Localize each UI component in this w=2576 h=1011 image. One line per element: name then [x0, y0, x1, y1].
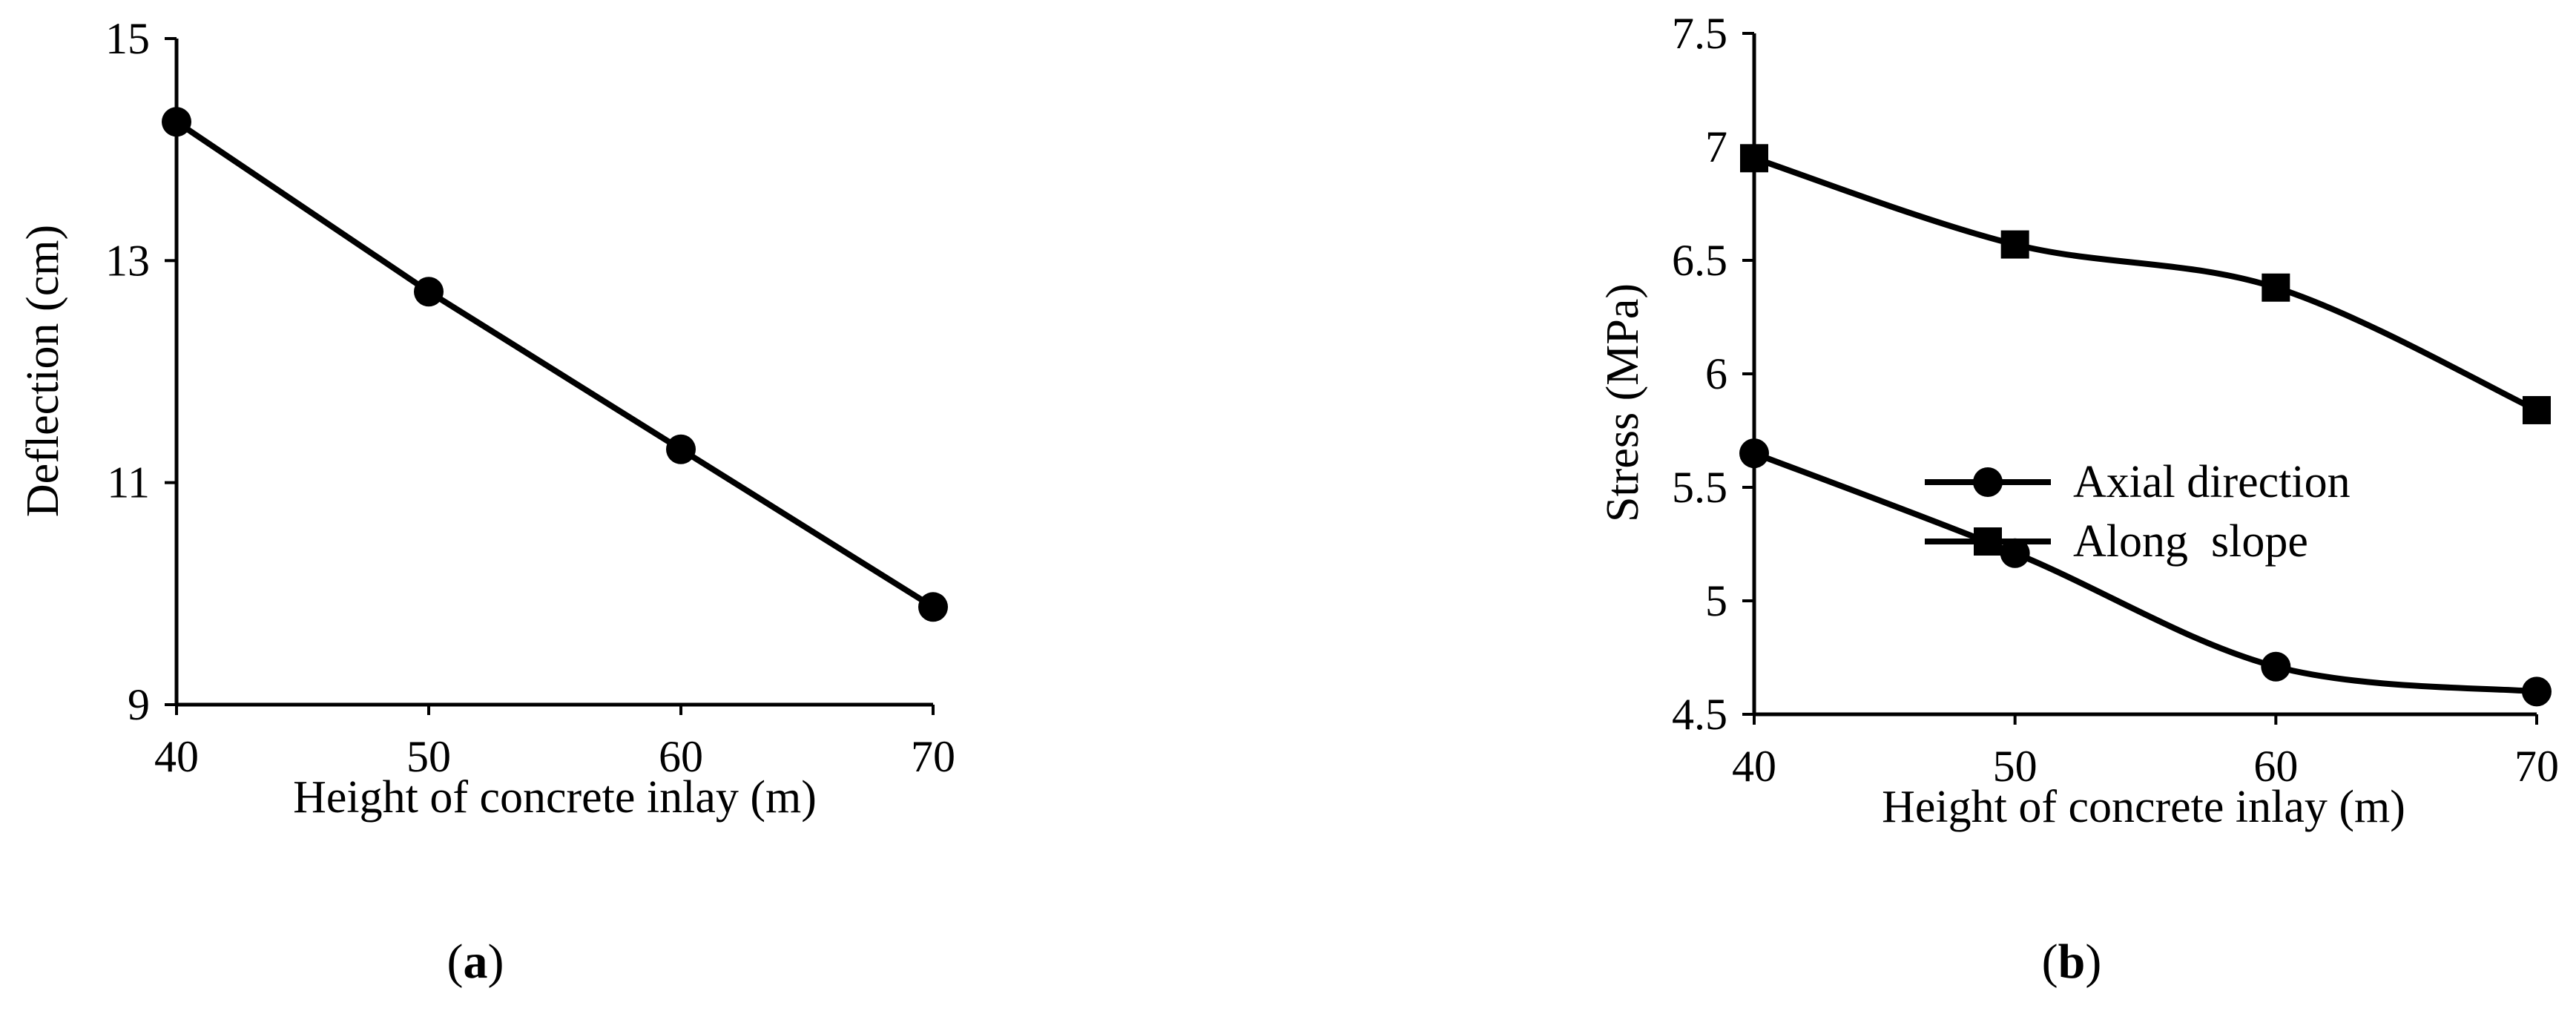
panel-b-y-axis-label: Stress (MPa)	[1598, 283, 1648, 522]
y-tick-label: 4.5	[1672, 690, 1727, 739]
x-tick-label: 60	[659, 732, 703, 781]
panel-b-stress-chart: 40 50 60 704.555.566.577.5 Axial directionA…	[1598, 9, 2559, 989]
legend-circle-marker	[1973, 467, 2003, 497]
y-tick-label: 7.5	[1672, 9, 1727, 58]
x-tick-label: 40	[154, 732, 199, 781]
square-data-point	[2523, 395, 2551, 424]
panel-b-caption-label: (b)	[2042, 935, 2102, 989]
series-line-along-slope	[1753, 155, 2538, 413]
square-data-point	[2000, 230, 2029, 259]
y-tick-label: 7	[1705, 122, 1727, 171]
panel-a-ticks: 40 50 60 70 9 11 13 15	[105, 14, 955, 781]
panel-b-plot-area	[1739, 144, 2552, 707]
series-line-series-0	[174, 119, 935, 610]
x-tick-label: 50	[406, 732, 451, 781]
x-tick-label: 40	[1732, 742, 1776, 791]
x-tick-label: 50	[1993, 742, 2038, 791]
panel-b-x-axis-label: Height of concrete inlay (m)	[1882, 782, 2405, 832]
circle-data-point	[2261, 651, 2291, 682]
y-tick-label: 6	[1705, 349, 1727, 398]
circle-data-point	[414, 277, 444, 307]
panel-a-y-axis-label: Deflection (cm)	[18, 225, 68, 517]
panel-a-plot-area	[162, 107, 948, 622]
square-data-point	[2262, 273, 2290, 302]
y-tick-label: 9	[128, 680, 150, 729]
y-tick-label: 5	[1705, 576, 1727, 625]
x-tick-label: 70	[2514, 742, 2559, 791]
panel-a-x-axis-label: Height of concrete inlay (m)	[293, 772, 817, 823]
y-tick-label: 5.5	[1672, 463, 1727, 512]
series-line-axial-direction	[1753, 450, 2537, 695]
panel-a-deflection-chart: 40 50 60 70 9 11 13 15 Height of concrete inlay…	[18, 14, 955, 989]
y-tick-label: 15	[105, 14, 150, 63]
circle-data-point	[918, 592, 948, 622]
panel-b-ticks: 40 50 60 70 4.5 5 5.5 6 6.5 7 7.5	[1672, 9, 2559, 791]
panel-a-caption-label: (a)	[447, 935, 504, 989]
panel-b-legend: Axial direction Along slope	[1925, 457, 2351, 567]
x-tick-label: 60	[2253, 742, 2298, 791]
legend-square-marker	[1974, 527, 2002, 556]
circle-data-point	[2522, 676, 2552, 707]
legend-label: Along slope	[2073, 516, 2308, 567]
y-tick-label: 13	[105, 236, 150, 285]
circle-data-point	[666, 434, 696, 464]
y-tick-label: 11	[107, 458, 150, 507]
x-tick-label: 70	[911, 732, 955, 781]
legend-label: Axial direction	[2073, 457, 2351, 507]
y-tick-label: 6.5	[1672, 236, 1727, 285]
circle-data-point	[2000, 538, 2030, 568]
